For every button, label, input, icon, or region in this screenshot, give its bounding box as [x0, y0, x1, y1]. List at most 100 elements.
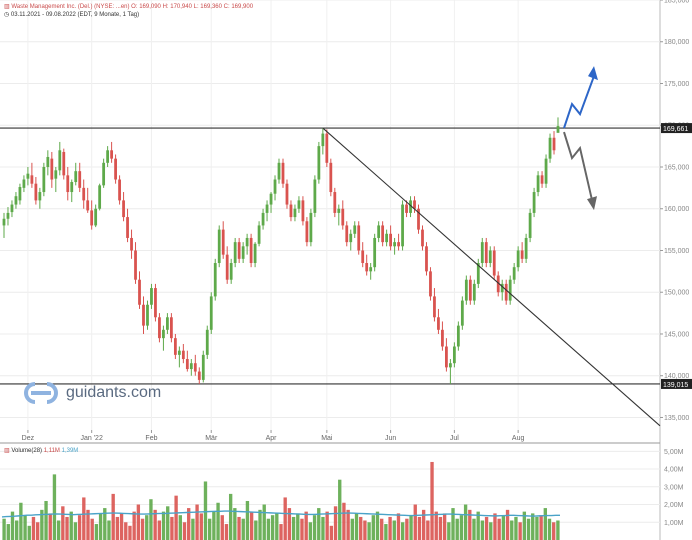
candle-body [189, 363, 193, 370]
candle-body [74, 171, 78, 183]
volume-bar [228, 493, 233, 540]
candle-body [341, 208, 345, 226]
candle-body [532, 192, 536, 213]
volume-bar [283, 497, 287, 540]
candle-body [528, 212, 532, 238]
volume-bar [291, 516, 296, 540]
candle-body [205, 329, 209, 355]
candle-body [504, 283, 508, 301]
volume-bar [367, 522, 371, 540]
volume-bar [145, 515, 149, 540]
volume-bar [371, 515, 375, 540]
bearish-scenario-arrow [563, 131, 593, 201]
candle-body [524, 237, 528, 259]
candle-body [173, 338, 177, 355]
candle-body [472, 283, 476, 301]
candle-body [225, 254, 229, 280]
candle-body [520, 250, 524, 259]
bullish-scenario-arrow [563, 75, 595, 129]
candle-body [365, 263, 369, 272]
candle-body [552, 137, 556, 151]
volume-value-2: 1,39M [61, 448, 79, 454]
volume-bar [556, 520, 560, 540]
volume-bar [459, 515, 464, 540]
candle-body [150, 288, 153, 305]
volume-bar [380, 518, 384, 540]
volume-bar [241, 518, 245, 540]
volume-tick-label: 2,00M [664, 502, 684, 509]
x-tick-label: Mär [205, 435, 218, 442]
candle-body [134, 250, 137, 280]
volume-bar [505, 509, 510, 540]
volume-bar [262, 504, 266, 540]
volume-value-1: 1,11M [43, 448, 60, 454]
volume-bar [170, 516, 174, 540]
volume-bar [61, 506, 65, 540]
volume-bar [15, 520, 19, 540]
y-tick-label: 140,000 [664, 373, 689, 380]
x-tick-label: Jan '22 [80, 435, 102, 442]
volume-bar [396, 513, 401, 540]
volume-bar [312, 515, 317, 540]
volume-bar [40, 509, 44, 540]
candle-body [98, 185, 102, 209]
candle-body [297, 200, 301, 209]
candle-body [325, 133, 329, 163]
volume-bar [220, 515, 224, 540]
candle-body [401, 204, 404, 247]
candle-body [154, 288, 157, 318]
volume-moving-average [1, 510, 560, 518]
low-label: L: [193, 4, 199, 10]
volume-bar [300, 518, 304, 540]
volume-bar [442, 513, 447, 540]
candle-body [329, 162, 333, 193]
volume-bar [140, 518, 145, 540]
volume-bar [342, 502, 346, 540]
volume-bar [434, 511, 438, 540]
candle-body [118, 179, 121, 201]
volume-bar [354, 513, 359, 540]
candle-body [14, 196, 18, 205]
volume-bar [472, 518, 476, 540]
volume-bar [94, 524, 99, 540]
volume-bar [304, 511, 308, 540]
candle-body [237, 242, 241, 259]
candle-body [26, 173, 30, 179]
volume-tick-label: 3,00M [664, 484, 684, 491]
candle-body [381, 225, 385, 243]
volume-bar [187, 508, 191, 540]
volume-bar [73, 522, 78, 540]
volume-bar [65, 516, 69, 540]
candle-body [492, 250, 496, 276]
volume-bar [136, 504, 141, 540]
candle-body [58, 150, 62, 171]
volume-bar [359, 516, 363, 540]
candle-body [78, 171, 82, 188]
candles-icon: ▥ [4, 4, 10, 10]
volume-bar [31, 516, 36, 540]
volume-bar [56, 520, 61, 540]
volume-bar [522, 511, 527, 540]
volume-icon: ▥ [4, 448, 10, 454]
candle-body [2, 218, 6, 226]
candle-body [512, 267, 516, 280]
volume-bar [90, 518, 94, 540]
volume-bar [493, 513, 497, 540]
volume-bar [98, 513, 103, 540]
low-value: 169,360 [200, 4, 222, 10]
volume-bar [421, 509, 426, 540]
watermark: guidants.com [22, 380, 161, 406]
candle-body [317, 146, 321, 180]
candle-body [377, 225, 381, 238]
volume-bar [82, 497, 86, 540]
candle-body [273, 179, 277, 194]
volume-bar [174, 495, 178, 540]
candle-body [544, 158, 548, 184]
candle-body [516, 250, 520, 268]
volume-bar [119, 513, 124, 540]
volume-bar [426, 520, 430, 540]
candle-body [86, 200, 90, 211]
volume-bar [2, 518, 6, 540]
candle-body [484, 242, 488, 264]
